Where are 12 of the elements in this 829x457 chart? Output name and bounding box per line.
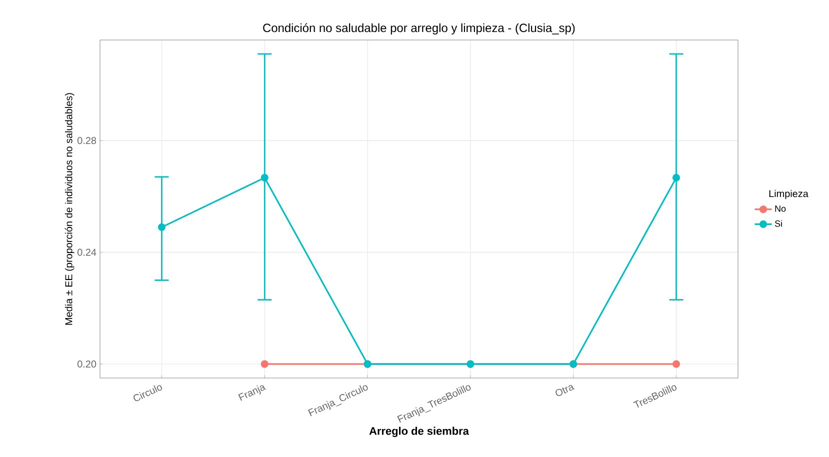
y-tick-label: 0.20 (77, 360, 96, 368)
legend-label: No (775, 206, 786, 212)
legend-label: Si (774, 220, 782, 227)
chart-title: Condición no saludable por arreglo y limpieza - (Clusia_sp) (263, 23, 575, 34)
x-axis-title: Arreglo de siembra (369, 426, 469, 438)
y-axis-title: Media ± EE (proporción de individuos no saludables) (64, 93, 74, 325)
x-tick-label: Franja (238, 385, 266, 401)
y-tick-label: 0.24 (77, 248, 96, 256)
legend-title: Limpieza (769, 190, 808, 200)
x-tick-label: Circulo (134, 385, 162, 402)
x-tick-label: Otra (556, 385, 575, 396)
y-tick-label: 0.28 (77, 137, 96, 144)
